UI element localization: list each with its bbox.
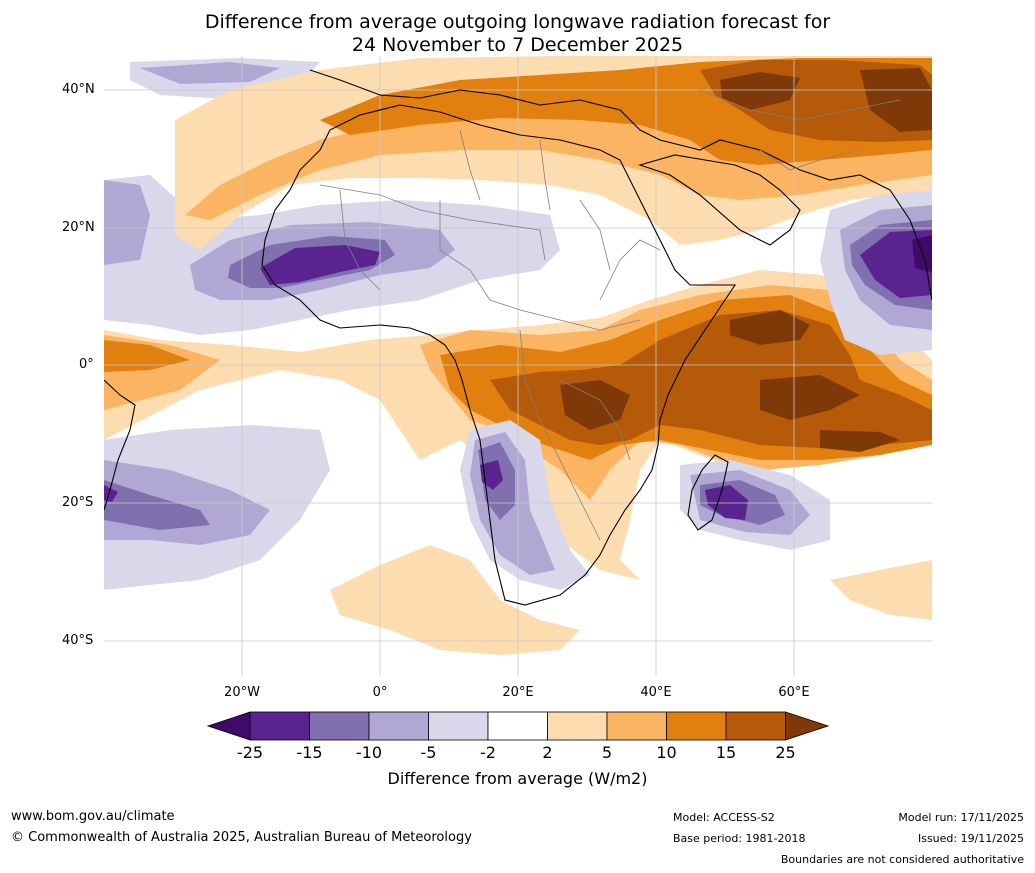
colorbar-bin-9 [725, 711, 786, 741]
colorbar-bin-8 [666, 711, 727, 741]
footer-model-run: Model run: 17/11/2025 [898, 811, 1024, 824]
pos-field-southern-ocean [330, 545, 932, 655]
colorbar [206, 711, 830, 741]
neg-field-atlantic-mid [104, 180, 150, 265]
lon-label-20e: 20°E [502, 685, 534, 700]
colorbar-bin-1 [249, 711, 310, 741]
colorbar-tick: 25 [775, 743, 796, 762]
colorbar-tick: 10 [656, 743, 677, 762]
colorbar-min-arrow [206, 711, 251, 741]
neg-field-north-atlantic-mid [140, 62, 280, 84]
footer-disclaimer: Boundaries are not considered authoritat… [780, 853, 1024, 866]
africa-coastline [261, 104, 737, 606]
lon-label-40e: 40°E [640, 685, 672, 700]
colorbar-tick: 2 [542, 743, 553, 762]
madagascar-coastline [687, 454, 729, 531]
lat-label-equator: 0° [79, 357, 94, 372]
footer-base-period: Base period: 1981-2018 [673, 832, 806, 845]
lat-label-20n: 20°N [62, 220, 95, 235]
footer-issued: Issued: 19/11/2025 [917, 832, 1024, 845]
neg-field-westafrica-deep [260, 245, 380, 285]
colorbar-tick: -5 [420, 743, 437, 762]
colorbar-tick: -10 [355, 743, 383, 762]
colorbar-bin-6 [547, 711, 608, 741]
colorbar-bin-5 [487, 711, 548, 741]
graticule [104, 56, 932, 676]
south-america-coastline [104, 379, 136, 511]
neg-field-south-atlantic-dark [104, 480, 210, 530]
pos-field-asia-darkest-2 [860, 68, 932, 132]
footer-model: Model: ACCESS-S2 [673, 811, 775, 824]
colorbar-bin-4 [428, 711, 489, 741]
map-title-line-2: 24 November to 7 December 2025 [351, 34, 684, 56]
colorbar-bin-3 [368, 711, 429, 741]
colorbar-tick: 5 [601, 743, 613, 762]
pos-field-asia-darkest [720, 72, 800, 110]
lon-label-20w: 20°W [224, 685, 260, 700]
map-title-line-1: Difference from average outgoing longwav… [204, 11, 831, 33]
pos-field-eq-darkest [560, 310, 900, 452]
lat-label-20s: 20°S [62, 495, 94, 510]
country-boundaries [319, 89, 901, 541]
colorbar-title: Difference from average (W/m2) [387, 769, 648, 788]
colorbar-bin-2 [309, 711, 370, 741]
lon-label-0: 0° [372, 685, 388, 700]
colorbar-tick: -2 [480, 743, 496, 762]
neg-field-madagascar-deep [705, 485, 748, 520]
lon-label-60e: 60°E [778, 685, 810, 700]
footer-url[interactable]: www.bom.gov.au/climate [11, 809, 175, 824]
colorbar-tick: 15 [715, 743, 737, 762]
coastlines [104, 69, 932, 606]
colorbar-bin-7 [606, 711, 667, 741]
colorbar-max-arrow [785, 711, 830, 741]
colorbar-tick: -15 [296, 743, 323, 762]
arabia-coastline [638, 154, 801, 246]
lat-label-40s: 40°S [62, 633, 94, 648]
lat-label-40n: 40°N [62, 82, 95, 97]
footer-copyright: © Commonwealth of Australia 2025, Austra… [11, 830, 472, 845]
europe-coastline [309, 69, 932, 301]
colorbar-tick: -25 [236, 743, 264, 762]
